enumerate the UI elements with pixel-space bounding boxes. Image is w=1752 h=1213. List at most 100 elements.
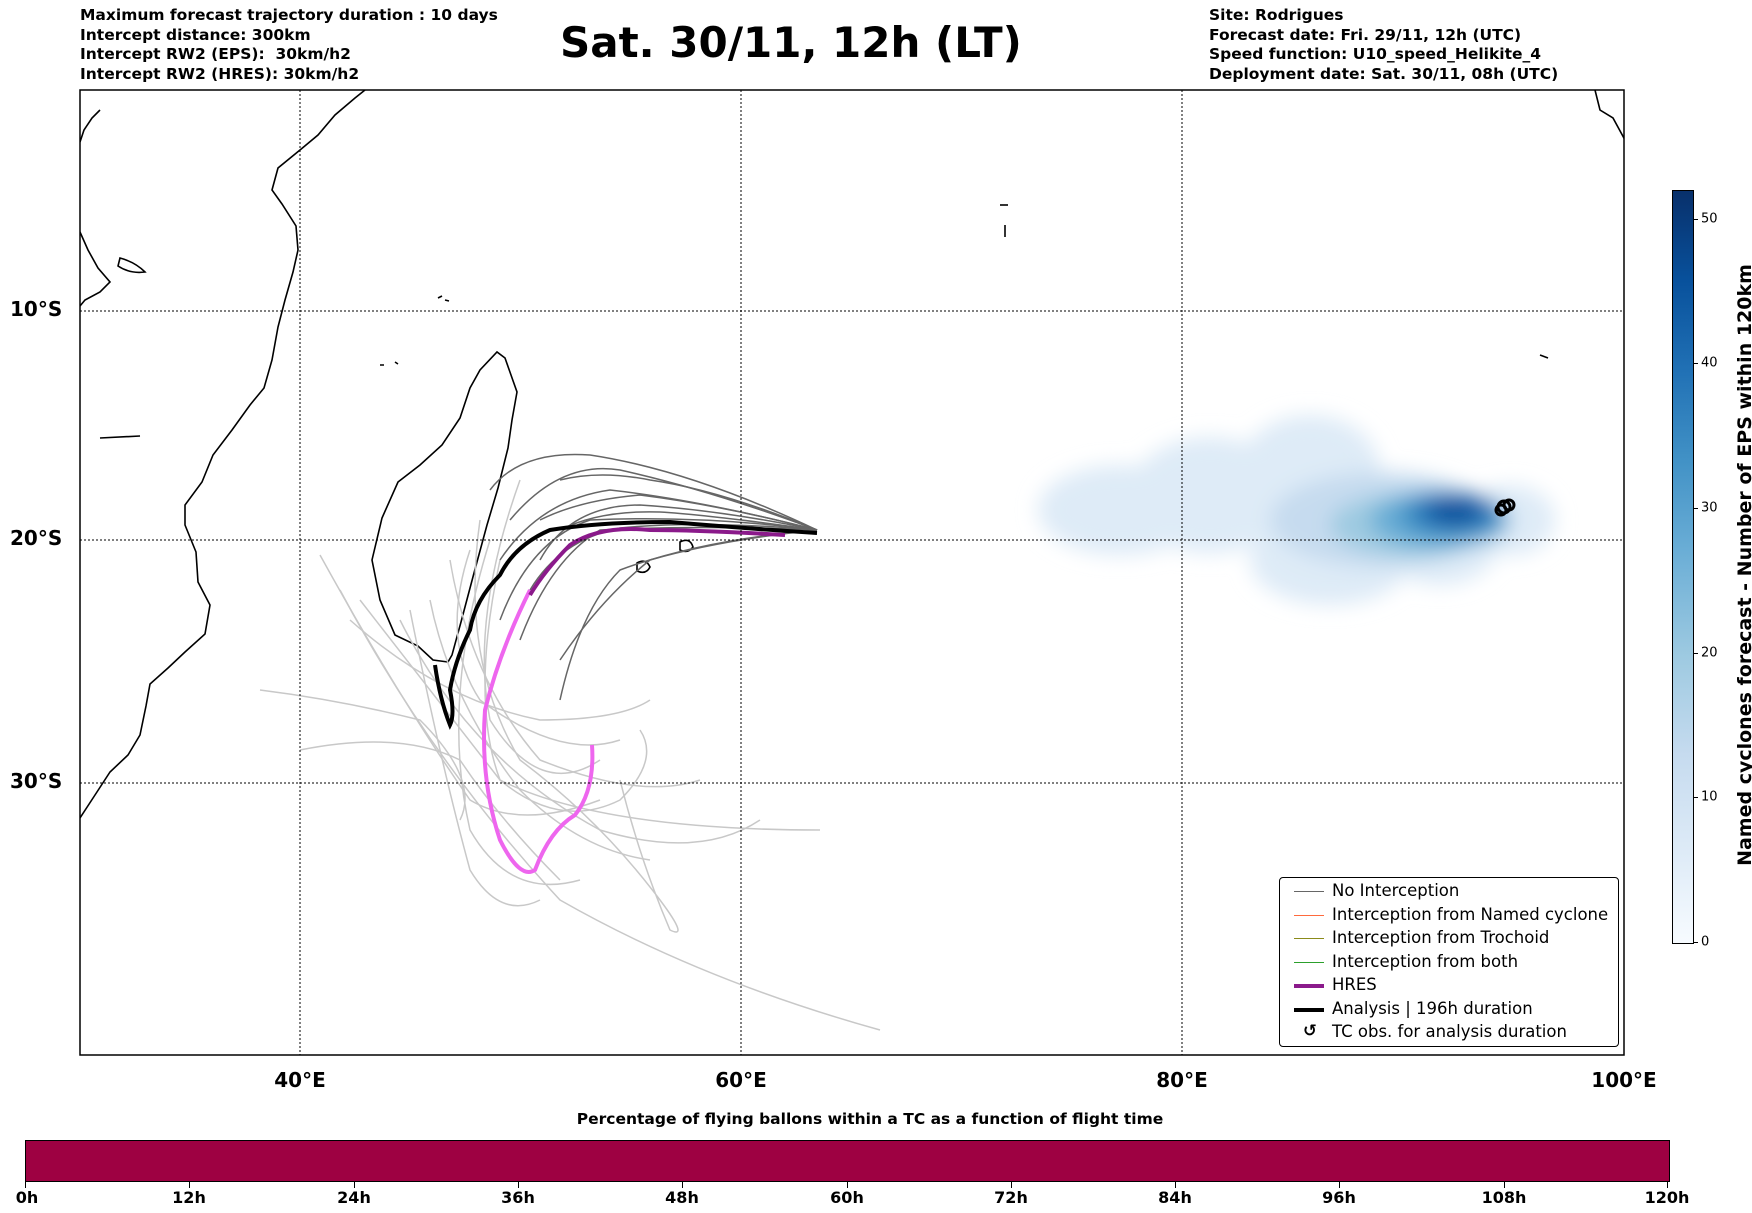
legend-item-no-interception: No Interception <box>1280 881 1616 903</box>
island-comoros <box>380 361 399 366</box>
colorbar-label: 40 <box>1701 355 1718 371</box>
time-bar-tick <box>354 1181 355 1188</box>
legend-item-named-cyclone: Interception from Named cyclone <box>1280 905 1616 927</box>
time-bar-tick <box>1504 1181 1505 1188</box>
time-bar-label: 0h <box>15 1188 39 1207</box>
legend-label: HRES <box>1332 975 1377 994</box>
lat-label-10s: 10°S <box>10 297 63 321</box>
colorbar-label: 30 <box>1701 500 1718 516</box>
legend-label: Interception from Trochoid <box>1332 928 1550 947</box>
intercept-distance-text: Intercept distance: 300km <box>80 25 311 44</box>
time-bar-label: 48h <box>665 1188 699 1207</box>
legend-label: Interception from Named cyclone <box>1332 904 1609 924</box>
island-socotra <box>117 257 147 274</box>
island-reunion <box>636 560 651 574</box>
eps-trajectories-no-interception <box>489 453 818 701</box>
island-sri-lanka-area <box>99 435 141 439</box>
time-bar-tick <box>682 1181 683 1188</box>
colorbar-tick <box>1693 942 1698 943</box>
time-bar-label: 72h <box>994 1188 1028 1207</box>
speed-function-text: Speed function: U10_speed_Helikite_4 <box>1209 45 1542 63</box>
time-bar <box>25 1140 1670 1182</box>
time-bar-label: 120h <box>1644 1188 1690 1207</box>
colorbar-label: 10 <box>1701 789 1718 805</box>
coast-africa <box>80 90 366 819</box>
legend-item-analysis: Analysis | 196h duration <box>1280 999 1616 1021</box>
graticule <box>80 90 1624 1055</box>
colorbar <box>1672 190 1694 944</box>
time-bar-label: 24h <box>337 1188 371 1207</box>
legend-item-trochoid: Interception from Trochoid <box>1280 928 1616 950</box>
time-bar-tick <box>1175 1181 1176 1188</box>
legend-swatch <box>1294 891 1324 892</box>
legend-label: Interception from both <box>1332 951 1519 971</box>
coast-australia <box>1594 90 1624 140</box>
time-bar-tick <box>1667 1181 1668 1188</box>
header-right: Site: Rodrigues Forecast date: Fri. 29/1… <box>1209 6 1558 84</box>
legend-item-hres: HRES <box>1280 975 1616 997</box>
legend-swatch <box>1294 1007 1324 1012</box>
cyclone-density-field <box>1038 415 1555 605</box>
colorbar-tick <box>1693 653 1698 654</box>
lat-label-30s: 30°S <box>10 769 63 793</box>
max-duration-text: Maximum forecast trajectory duration : 1… <box>80 6 498 24</box>
time-bar-label: 60h <box>830 1188 864 1207</box>
time-bar-tick <box>1011 1181 1012 1188</box>
time-bar-tick <box>25 1181 26 1188</box>
time-bar-tick <box>189 1181 190 1188</box>
legend-label: No Interception <box>1332 881 1460 900</box>
colorbar-label: 20 <box>1701 645 1718 661</box>
island-chagos <box>1539 354 1549 359</box>
legend-swatch <box>1294 961 1324 963</box>
lon-label-100e: 100°E <box>1591 1068 1657 1092</box>
legend-item-both: Interception from both <box>1280 952 1616 974</box>
site-text: Site: Rodrigues <box>1209 6 1344 24</box>
lon-label-60e: 60°E <box>715 1068 767 1092</box>
lon-label-80e: 80°E <box>1156 1068 1208 1092</box>
time-bar-label: 96h <box>1322 1188 1356 1207</box>
coast-africa-north <box>80 109 101 143</box>
time-bar-title: Percentage of flying ballons within a TC… <box>576 1110 1164 1128</box>
analysis-trajectory <box>433 519 818 730</box>
time-bar-label: 108h <box>1481 1188 1527 1207</box>
coast-madagascar <box>371 350 518 663</box>
colorbar-tick <box>1693 219 1698 220</box>
colorbar-label: 50 <box>1701 211 1718 227</box>
time-bar-label: 12h <box>172 1188 206 1207</box>
forecast-date-text: Forecast date: Fri. 29/11, 12h (UTC) <box>1209 25 1522 44</box>
lat-label-20s: 20°S <box>10 526 63 550</box>
colorbar-title: Named cyclones forecast - Number of EPS … <box>1734 264 1752 866</box>
colorbar-tick <box>1693 797 1698 798</box>
eps-trajectories-light <box>259 479 881 1031</box>
time-bar-label: 36h <box>501 1188 535 1207</box>
legend-swatch <box>1294 914 1324 916</box>
colorbar-tick <box>1693 363 1698 364</box>
tc-obs-icon: ↺ <box>1303 1021 1317 1040</box>
time-bar-tick <box>518 1181 519 1188</box>
intercept-eps-text: Intercept RW2 (EPS): 30km/h2 <box>80 45 351 63</box>
map-legend: No Interception Interception from Named … <box>1279 877 1619 1047</box>
coast-arabia <box>80 231 112 307</box>
time-bar-tick <box>1339 1181 1340 1188</box>
time-bar-tick <box>847 1181 848 1188</box>
colorbar-tick <box>1693 508 1698 509</box>
legend-label: Analysis | 196h duration <box>1332 998 1533 1018</box>
colorbar-label: 0 <box>1701 934 1710 950</box>
lon-label-40e: 40°E <box>274 1068 326 1092</box>
intercept-hres-text: Intercept RW2 (HRES): 30km/h2 <box>80 64 360 83</box>
hres-trajectory <box>528 527 786 597</box>
time-bar-label: 84h <box>1158 1188 1192 1207</box>
deployment-date-text: Deployment date: Sat. 30/11, 08h (UTC) <box>1209 64 1559 83</box>
header-left: Maximum forecast trajectory duration : 1… <box>80 6 498 84</box>
legend-swatch <box>1294 984 1324 988</box>
map-frame <box>79 89 1625 1056</box>
island-seychelles <box>437 295 450 302</box>
tc-obs-marker <box>1494 498 1516 517</box>
legend-label: TC obs. for analysis duration <box>1332 1022 1567 1041</box>
legend-swatch <box>1294 938 1324 939</box>
legend-item-tc-obs: ↺ TC obs. for analysis duration <box>1280 1021 1616 1044</box>
coastlines <box>80 90 1624 819</box>
map-title: Sat. 30/11, 12h (LT) <box>560 18 1022 67</box>
hres-trajectory-light <box>482 589 595 874</box>
